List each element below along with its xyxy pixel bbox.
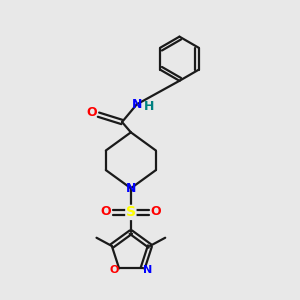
- Text: N: N: [132, 98, 142, 111]
- Text: O: O: [150, 205, 161, 218]
- Text: H: H: [144, 100, 154, 113]
- Text: O: O: [109, 265, 119, 275]
- Text: O: O: [87, 106, 97, 119]
- Text: O: O: [101, 205, 111, 218]
- Text: N: N: [126, 182, 136, 195]
- Text: S: S: [126, 206, 136, 219]
- Text: N: N: [143, 265, 153, 275]
